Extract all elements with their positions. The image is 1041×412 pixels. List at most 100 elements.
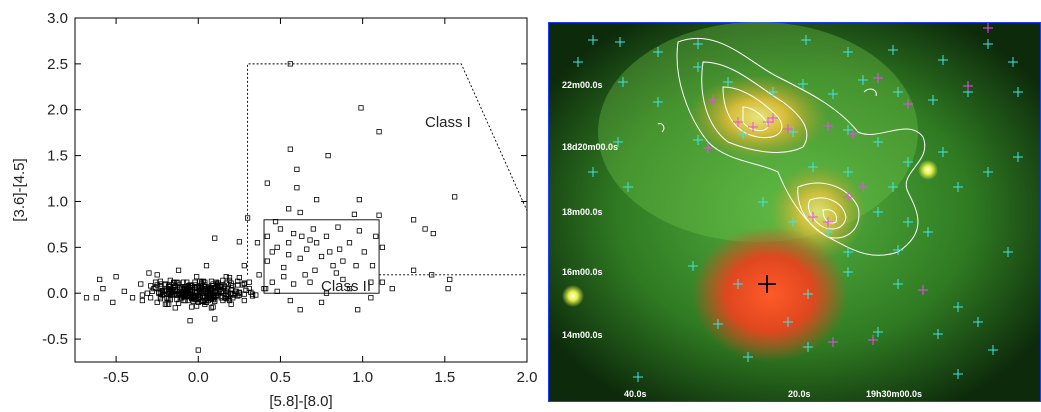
class-ii-box <box>263 219 380 294</box>
cyan-source-marker <box>858 75 868 85</box>
data-point <box>203 263 210 269</box>
data-point <box>151 286 157 292</box>
cyan-source-marker <box>633 372 643 382</box>
x-tick-label: 0.5 <box>270 369 291 386</box>
y-tick-label: 2.5 <box>47 56 68 73</box>
dec-label-18d20m: 18d20m00.0s <box>562 142 618 152</box>
data-point <box>230 283 236 289</box>
data-point <box>223 280 229 286</box>
data-point <box>323 290 330 296</box>
data-point <box>264 180 270 186</box>
data-point <box>205 288 211 294</box>
data-point <box>294 185 300 191</box>
data-point <box>192 279 198 285</box>
data-point <box>291 281 297 287</box>
data-point <box>263 286 269 292</box>
cyan-source-marker <box>588 167 598 177</box>
cyan-source-marker <box>573 57 583 67</box>
data-point <box>325 152 331 159</box>
cyan-source-marker <box>938 147 948 157</box>
x-tick-label: 1.5 <box>434 369 455 386</box>
magenta-source-marker <box>768 113 778 123</box>
y-axis-label: [3.6]-[4.5] <box>11 158 28 221</box>
data-point <box>337 246 343 252</box>
data-point <box>83 295 90 301</box>
data-point <box>221 286 228 292</box>
data-point <box>218 295 224 301</box>
data-point <box>277 226 284 232</box>
data-point <box>314 197 320 203</box>
data-point <box>430 230 436 237</box>
x-tick-label: 0.0 <box>188 369 209 386</box>
data-point <box>215 282 221 288</box>
data-point <box>198 281 205 287</box>
data-point <box>318 253 325 260</box>
data-point <box>287 146 293 152</box>
data-point <box>148 283 154 289</box>
data-point <box>294 166 300 172</box>
data-point <box>447 276 453 283</box>
data-point <box>210 304 216 310</box>
cyan-source-marker <box>693 39 703 49</box>
cyan-source-marker <box>923 227 933 237</box>
magenta-source-marker <box>763 117 773 127</box>
y-tick-label: -0.5 <box>42 331 68 348</box>
cyan-source-marker <box>801 35 811 45</box>
data-point <box>164 301 170 307</box>
data-points <box>83 61 458 353</box>
data-point <box>187 285 193 291</box>
data-point <box>156 290 162 296</box>
data-point <box>167 286 173 293</box>
cyan-source-marker <box>953 369 963 379</box>
data-point <box>249 293 256 299</box>
infrared-image-panel: 22m00.0s 18d20m00.0s 18m00.0s 16m00.0s 1… <box>548 22 1041 402</box>
data-point <box>236 239 242 245</box>
contours <box>657 37 926 256</box>
data-point <box>194 293 200 299</box>
data-point <box>281 274 287 280</box>
data-point <box>297 255 303 261</box>
data-point <box>164 295 170 301</box>
data-point <box>121 288 127 294</box>
cyan-source-marker <box>743 352 753 362</box>
data-point <box>235 293 241 299</box>
magenta-source-marker <box>843 192 853 202</box>
data-point <box>100 286 106 292</box>
dec-label-22m: 22m00.0s <box>562 80 603 90</box>
data-point <box>335 224 341 230</box>
cyan-source-marker <box>893 87 903 97</box>
cyan-source-marker <box>953 182 963 192</box>
data-point <box>368 295 374 301</box>
data-point <box>314 240 320 246</box>
data-point <box>172 283 178 289</box>
data-point <box>241 263 247 269</box>
data-point <box>246 279 252 285</box>
data-point <box>269 279 275 285</box>
data-point <box>286 206 292 212</box>
dec-label-16m: 16m00.0s <box>562 267 603 277</box>
data-point <box>369 263 376 269</box>
data-point <box>175 300 182 306</box>
cyan-source-marker <box>903 157 913 167</box>
x-ticks: -0.5 0.0 0.5 1.0 1.5 2.0 <box>103 18 537 386</box>
data-point <box>244 215 251 221</box>
data-point <box>410 267 417 273</box>
data-point <box>110 299 116 305</box>
data-point <box>157 281 164 287</box>
cyan-source-marker <box>973 317 983 327</box>
cyan-source-marker <box>843 125 853 135</box>
data-point <box>152 285 159 291</box>
cyan-source-marker <box>983 167 993 177</box>
cyan-source-marker <box>758 197 768 207</box>
annotation-class-ii: Class II <box>321 278 371 295</box>
dec-label-14m: 14m00.0s <box>562 330 603 340</box>
data-point <box>213 279 219 285</box>
data-point <box>161 291 167 297</box>
data-point <box>272 219 279 225</box>
data-point <box>269 249 275 255</box>
data-point <box>287 297 293 304</box>
data-point <box>148 295 154 301</box>
data-point <box>241 280 247 286</box>
data-point <box>243 287 249 294</box>
data-point <box>139 292 145 298</box>
